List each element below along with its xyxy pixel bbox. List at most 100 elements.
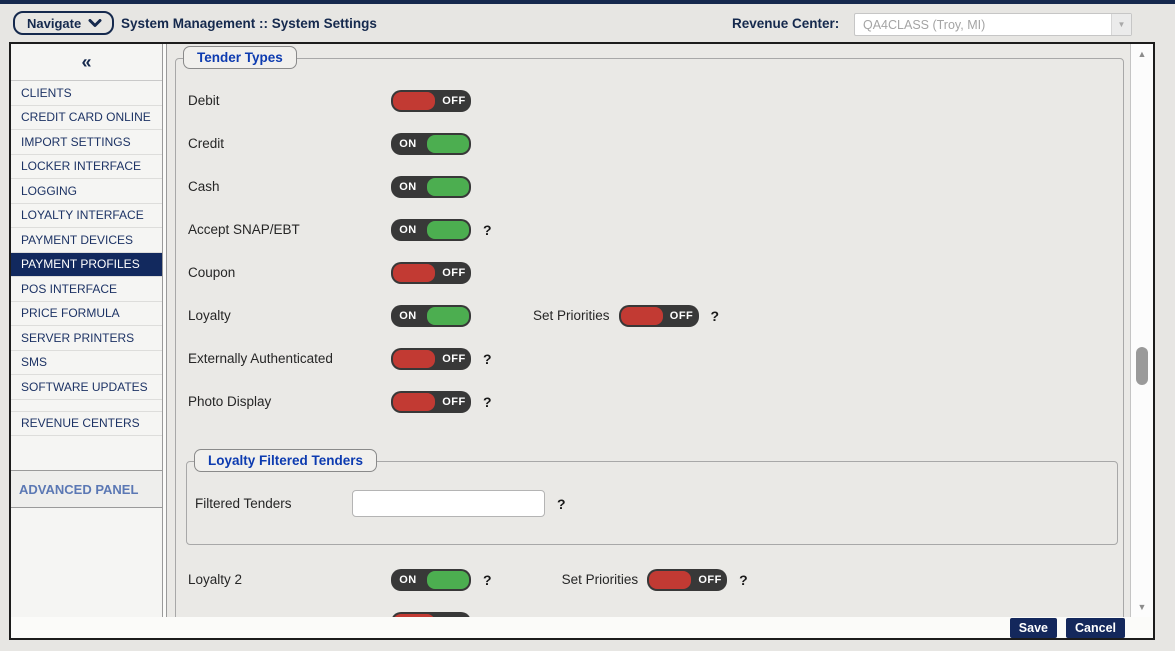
toggle-state-label: OFF xyxy=(437,617,471,618)
externally-authenticated-2-toggle[interactable]: OFF xyxy=(391,611,471,618)
page-title: System Management :: System Settings xyxy=(121,16,377,31)
setting-row-externally-authenticated: Externally Authenticated OFF ? xyxy=(176,337,1123,380)
toggle-knob xyxy=(649,570,692,589)
setting-row-loyalty: Loyalty ON Set Priorities OFF ? xyxy=(176,294,1123,337)
loyalty-2-label: Loyalty 2 xyxy=(188,572,243,587)
footer-bar: Save Cancel xyxy=(11,617,1153,638)
sidebar-spacer xyxy=(11,400,162,412)
toggle-state-label: ON xyxy=(399,180,417,193)
toggle-state-label: ON xyxy=(399,137,417,150)
toggle-state-label: OFF xyxy=(442,266,466,279)
toggle-state-label: OFF xyxy=(442,352,466,365)
debit-toggle[interactable]: OFF xyxy=(391,89,471,112)
loyalty-toggle[interactable]: ON xyxy=(391,304,471,327)
sidebar-item-sms[interactable]: SMS xyxy=(11,351,162,375)
filtered-tenders-label: Filtered Tenders xyxy=(195,496,292,511)
toggle-knob xyxy=(427,134,469,153)
advanced-panel-label: ADVANCED PANEL xyxy=(19,481,139,497)
help-icon[interactable]: ? xyxy=(710,307,720,324)
toggle-knob xyxy=(393,349,435,368)
loyalty-2-set-priorities-group: Set Priorities OFF ? xyxy=(561,568,748,591)
sidebar-item-payment-profiles[interactable]: PAYMENT PROFILES xyxy=(11,252,162,277)
filtered-tenders-row: Filtered Tenders ? xyxy=(187,490,1117,517)
sidebar-item-locker-interface[interactable]: LOCKER INTERFACE xyxy=(11,155,162,179)
toggle-knob xyxy=(427,570,469,589)
help-icon[interactable]: ? xyxy=(739,571,748,588)
toggle-state-label: ON xyxy=(399,573,417,586)
filtered-tenders-input[interactable] xyxy=(352,490,545,517)
credit-toggle[interactable]: ON xyxy=(391,132,471,155)
help-icon[interactable]: ? xyxy=(483,615,492,618)
cancel-button[interactable]: Cancel xyxy=(1066,617,1125,638)
credit-label: Credit xyxy=(188,136,225,151)
setting-row-cash: Cash ON xyxy=(176,165,1123,208)
toggle-knob xyxy=(427,306,469,325)
photo-display-toggle[interactable]: OFF xyxy=(391,390,471,413)
cash-toggle[interactable]: ON xyxy=(391,175,471,198)
toggle-knob xyxy=(393,91,435,110)
sidebar-item-import-settings[interactable]: IMPORT SETTINGS xyxy=(11,130,162,155)
loyalty-2-set-priorities-toggle[interactable]: OFF xyxy=(647,568,728,591)
help-icon[interactable]: ? xyxy=(483,350,492,367)
debit-label: Debit xyxy=(188,93,220,108)
advanced-panel-button[interactable]: ADVANCED PANEL xyxy=(11,470,162,508)
toggle-knob xyxy=(427,177,469,196)
loyalty-label: Loyalty xyxy=(188,308,231,323)
set-priorities-label: Set Priorities xyxy=(561,572,639,587)
tender-types-legend: Tender Types xyxy=(183,46,297,69)
navigate-button[interactable]: Navigate xyxy=(13,11,115,35)
toggle-state-label: ON xyxy=(399,223,417,236)
sidebar-item-clients[interactable]: CLIENTS xyxy=(11,81,162,106)
externally-authenticated-label: Externally Authenticated xyxy=(188,351,333,366)
settings-sidebar: « CLIENTS CREDIT CARD ONLINE IMPORT SETT… xyxy=(11,44,163,638)
scrollbar-thumb[interactable] xyxy=(1136,347,1148,385)
chevron-down-icon xyxy=(88,18,102,27)
sidebar-item-payment-devices[interactable]: PAYMENT DEVICES xyxy=(11,228,162,253)
toggle-knob xyxy=(427,220,469,239)
sidebar-item-loyalty-interface[interactable]: LOYALTY INTERFACE xyxy=(11,204,162,228)
revenue-center-value: QA4CLASS (Troy, MI) xyxy=(863,17,986,32)
toggle-knob xyxy=(393,392,435,411)
sidebar-collapse-button[interactable]: « xyxy=(11,44,162,81)
sidebar-item-logging[interactable]: LOGGING xyxy=(11,179,162,204)
top-bar: Navigate System Management :: System Set… xyxy=(0,4,1175,42)
help-icon[interactable]: ? xyxy=(557,495,566,512)
sidebar-item-price-formula[interactable]: PRICE FORMULA xyxy=(11,302,162,326)
sidebar-item-software-updates[interactable]: SOFTWARE UPDATES xyxy=(11,375,162,400)
scroll-up-icon[interactable]: ▲ xyxy=(1137,49,1147,59)
setting-row-externally-authenticated-2: Externally Authenticated OFF ? xyxy=(176,601,1123,617)
toggle-state-label: OFF xyxy=(669,309,694,322)
sidebar-item-pos-interface[interactable]: POS INTERFACE xyxy=(11,277,162,302)
top-border-strip xyxy=(0,0,1175,4)
setting-row-credit: Credit ON xyxy=(176,122,1123,165)
help-icon[interactable]: ? xyxy=(483,571,492,588)
coupon-toggle[interactable]: OFF xyxy=(391,261,471,284)
accept-snap-ebt-toggle[interactable]: ON xyxy=(391,218,471,241)
set-priorities-label: Set Priorities xyxy=(533,308,610,323)
loyalty-filtered-tenders-legend: Loyalty Filtered Tenders xyxy=(194,449,378,472)
externally-authenticated-toggle[interactable]: OFF xyxy=(391,347,471,370)
help-icon[interactable]: ? xyxy=(483,393,492,410)
sidebar-item-credit-card-online[interactable]: CREDIT CARD ONLINE xyxy=(11,106,162,130)
externally-authenticated-2-label: Externally Authenticated xyxy=(188,615,391,617)
scroll-down-icon[interactable]: ▼ xyxy=(1137,602,1147,612)
setting-row-loyalty-2: Loyalty 2 ON ? Set Priorities OFF ? xyxy=(176,558,1123,601)
navigate-button-label: Navigate xyxy=(27,15,82,31)
sidebar-item-server-printers[interactable]: SERVER PRINTERS xyxy=(11,326,162,351)
setting-row-photo-display: Photo Display OFF ? xyxy=(176,380,1123,423)
loyalty-set-priorities-toggle[interactable]: OFF xyxy=(618,304,699,327)
loyalty-2-toggle[interactable]: ON xyxy=(391,568,471,591)
revenue-center-label: Revenue Center: xyxy=(732,16,840,31)
settings-viewport: Tender Types Debit OFF Credit ON Cash ON… xyxy=(166,44,1130,617)
setting-row-debit: Debit OFF xyxy=(176,79,1123,122)
toggle-state-label: OFF xyxy=(442,94,466,107)
tender-types-fieldset: Tender Types Debit OFF Credit ON Cash ON… xyxy=(175,46,1124,617)
toggle-knob xyxy=(393,613,435,617)
revenue-center-select[interactable]: QA4CLASS (Troy, MI) ▼ xyxy=(854,13,1132,36)
dropdown-arrow-icon: ▼ xyxy=(1111,14,1131,35)
help-icon[interactable]: ? xyxy=(483,221,492,238)
save-button[interactable]: Save xyxy=(1009,617,1057,638)
cash-label: Cash xyxy=(188,179,220,194)
sidebar-item-revenue-centers[interactable]: REVENUE CENTERS xyxy=(11,412,162,436)
vertical-scrollbar[interactable]: ▲ ▼ xyxy=(1130,44,1153,617)
